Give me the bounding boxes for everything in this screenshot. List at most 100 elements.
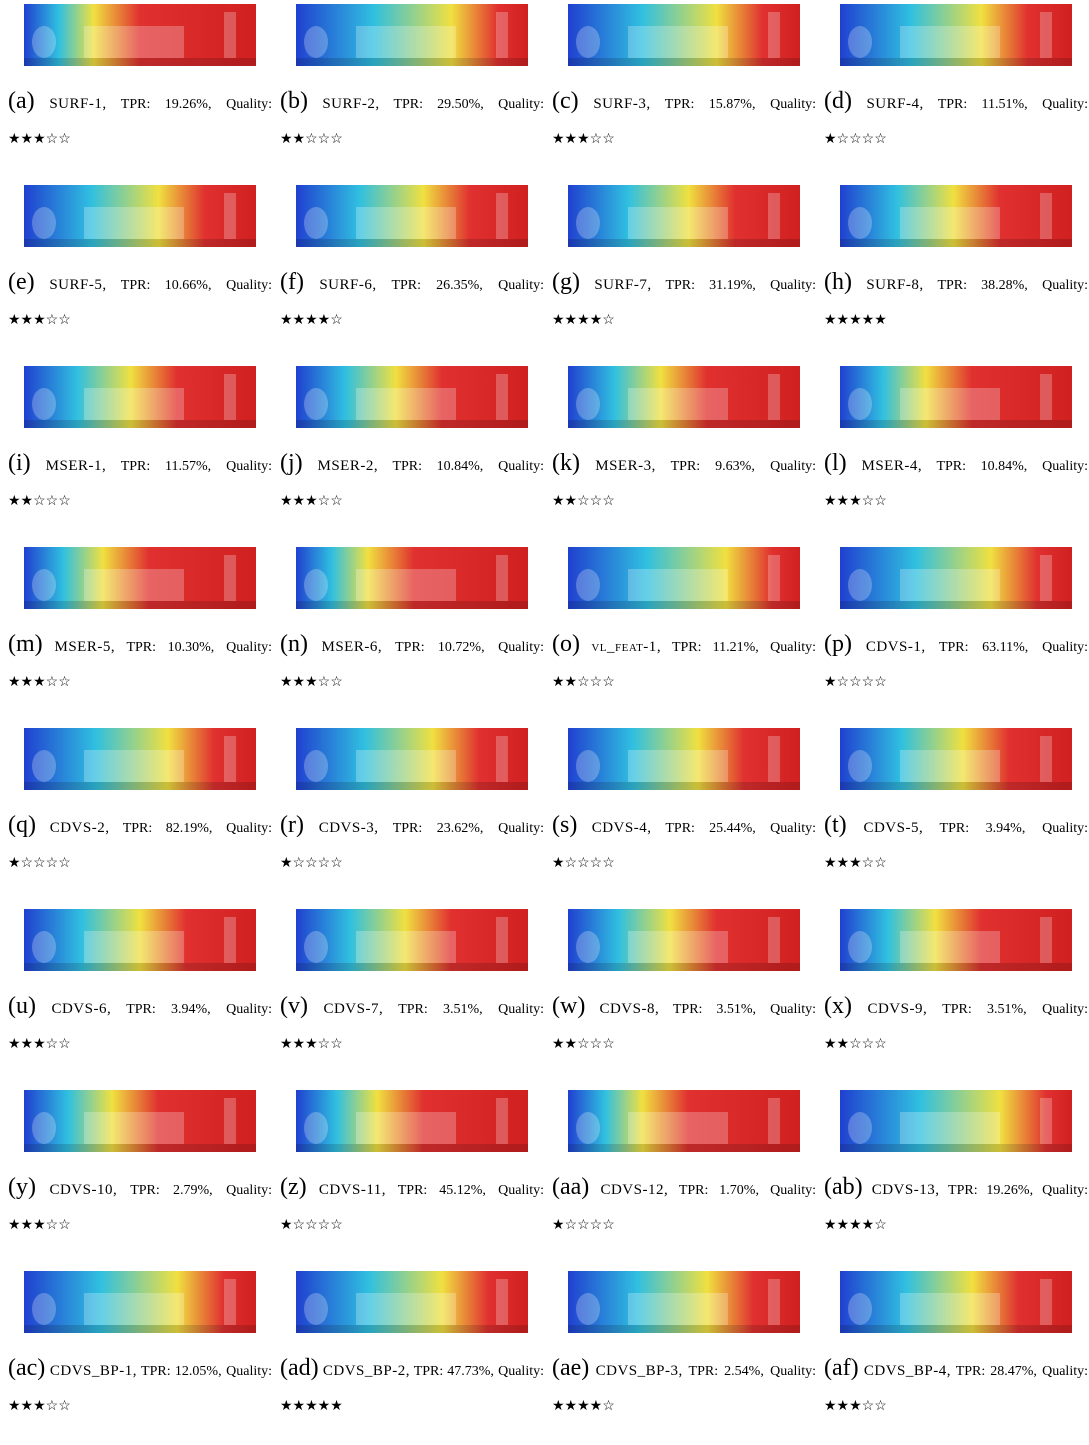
tpr: TPR: 3.51%, (398, 1002, 482, 1017)
tpr: TPR: 3.51%, (942, 1002, 1026, 1017)
subfigure: (w) CDVS-8, TPR: 3.51%, Quality: ★★☆☆☆ (552, 905, 816, 1083)
baptistery (848, 1293, 872, 1325)
tower (496, 193, 508, 239)
method-name: CDVS-3 (319, 820, 375, 836)
caption: (af) CDVS_BP-4, TPR: 28.47%, Quality: ★★… (824, 1351, 1088, 1424)
cathedral (356, 1293, 456, 1325)
ground (24, 963, 256, 971)
heatmap-image (296, 4, 528, 66)
ground (296, 601, 528, 609)
caption: (k) MSER-3, TPR: 9.63%, Quality: ★★☆☆☆ (552, 446, 816, 519)
baptistery (576, 1293, 600, 1325)
caption: (s) CDVS-4, TPR: 25.44%, Quality: ★☆☆☆☆ (552, 808, 816, 881)
subfigure-label: (g) (552, 269, 580, 295)
ground (24, 782, 256, 790)
tower (496, 736, 508, 782)
tpr: TPR: 11.21%, (672, 640, 759, 655)
subfigure: (q) CDVS-2, TPR: 82.19%, Quality: ★☆☆☆☆ (8, 724, 272, 902)
subfigure-label: (v) (280, 993, 308, 1019)
ground (296, 1144, 528, 1152)
method-name: CDVS-8 (599, 1001, 655, 1017)
baptistery (848, 207, 872, 239)
method-name: CDVS_BP-2 (323, 1363, 406, 1379)
tpr: TPR: 11.51%, (938, 97, 1028, 112)
baptistery (304, 388, 328, 420)
subfigure-label: (u) (8, 993, 36, 1019)
heatmap-image (24, 366, 256, 428)
caption: (h) SURF-8, TPR: 38.28%, Quality: ★★★★★ (824, 265, 1088, 338)
subfigure-label: (w) (552, 993, 585, 1019)
tower (224, 736, 236, 782)
tower (224, 1098, 236, 1144)
baptistery (304, 26, 328, 58)
subfigure-label: (l) (824, 450, 847, 476)
cathedral (628, 750, 728, 782)
baptistery (32, 750, 56, 782)
subfigure-label: (o) (552, 631, 580, 657)
subfigure-label: (af) (824, 1355, 859, 1381)
heatmap-image (296, 185, 528, 247)
baptistery (848, 1112, 872, 1144)
heatmap-image (840, 1271, 1072, 1333)
subfigure: (l) MSER-4, TPR: 10.84%, Quality: ★★★☆☆ (824, 362, 1088, 540)
cathedral (900, 207, 1000, 239)
subfigure-label: (n) (280, 631, 308, 657)
tpr: TPR: 3.51%, (673, 1002, 756, 1017)
tower (496, 917, 508, 963)
caption: (w) CDVS-8, TPR: 3.51%, Quality: ★★☆☆☆ (552, 989, 816, 1062)
caption: (n) MSER-6, TPR: 10.72%, Quality: ★★★☆☆ (280, 627, 544, 700)
tower (1040, 374, 1052, 420)
subfigure-label: (h) (824, 269, 852, 295)
caption: (v) CDVS-7, TPR: 3.51%, Quality: ★★★☆☆ (280, 989, 544, 1062)
ground (24, 239, 256, 247)
method-name: CDVS_BP-4 (864, 1363, 947, 1379)
heatmap-image (840, 4, 1072, 66)
cathedral (900, 1293, 1000, 1325)
tower (224, 12, 236, 58)
heatmap-image (568, 909, 800, 971)
baptistery (304, 931, 328, 963)
tower (224, 555, 236, 601)
subfigure: (j) MSER-2, TPR: 10.84%, Quality: ★★★☆☆ (280, 362, 544, 540)
method-name: vl_feat-1 (591, 639, 656, 655)
cathedral (356, 26, 456, 58)
method-name: MSER-2 (318, 458, 374, 474)
tpr: TPR: 11.57%, (121, 459, 211, 474)
caption: (x) CDVS-9, TPR: 3.51%, Quality: ★★☆☆☆ (824, 989, 1088, 1062)
baptistery (32, 26, 56, 58)
caption: (d) SURF-4, TPR: 11.51%, Quality: ★☆☆☆☆ (824, 84, 1088, 157)
subfigure: (s) CDVS-4, TPR: 25.44%, Quality: ★☆☆☆☆ (552, 724, 816, 902)
heatmap-image (568, 4, 800, 66)
method-name: SURF-5 (49, 277, 102, 293)
baptistery (848, 388, 872, 420)
method-name: CDVS-4 (592, 820, 648, 836)
ground (296, 963, 528, 971)
method-name: SURF-7 (594, 277, 647, 293)
subfigure: (u) CDVS-6, TPR: 3.94%, Quality: ★★★☆☆ (8, 905, 272, 1083)
caption: (ab) CDVS-13, TPR: 19.26%, Quality: ★★★★… (824, 1170, 1088, 1243)
cathedral (628, 569, 728, 601)
subfigure-label: (z) (280, 1174, 307, 1200)
baptistery (848, 26, 872, 58)
tower (768, 1279, 780, 1325)
cathedral (900, 569, 1000, 601)
tpr: TPR: 10.72%, (395, 640, 485, 655)
ground (296, 420, 528, 428)
tpr: TPR: 38.28%, (937, 278, 1027, 293)
subfigure: (e) SURF-5, TPR: 10.66%, Quality: ★★★☆☆ (8, 181, 272, 359)
tower (1040, 917, 1052, 963)
baptistery (848, 931, 872, 963)
heatmap-image (568, 185, 800, 247)
heatmap-image (568, 366, 800, 428)
method-name: SURF-8 (866, 277, 919, 293)
subfigure: (f) SURF-6, TPR: 26.35%, Quality: ★★★★☆ (280, 181, 544, 359)
caption: (ac) CDVS_BP-1, TPR: 12.05%, Quality: ★★… (8, 1351, 272, 1424)
tpr: TPR: 47.73%, (414, 1364, 494, 1379)
method-name: CDVS-12 (600, 1182, 664, 1198)
ground (568, 58, 800, 66)
subfigure: (z) CDVS-11, TPR: 45.12%, Quality: ★☆☆☆☆ (280, 1086, 544, 1264)
ground (568, 782, 800, 790)
baptistery (576, 569, 600, 601)
heatmap-image (840, 366, 1072, 428)
cathedral (900, 750, 1000, 782)
